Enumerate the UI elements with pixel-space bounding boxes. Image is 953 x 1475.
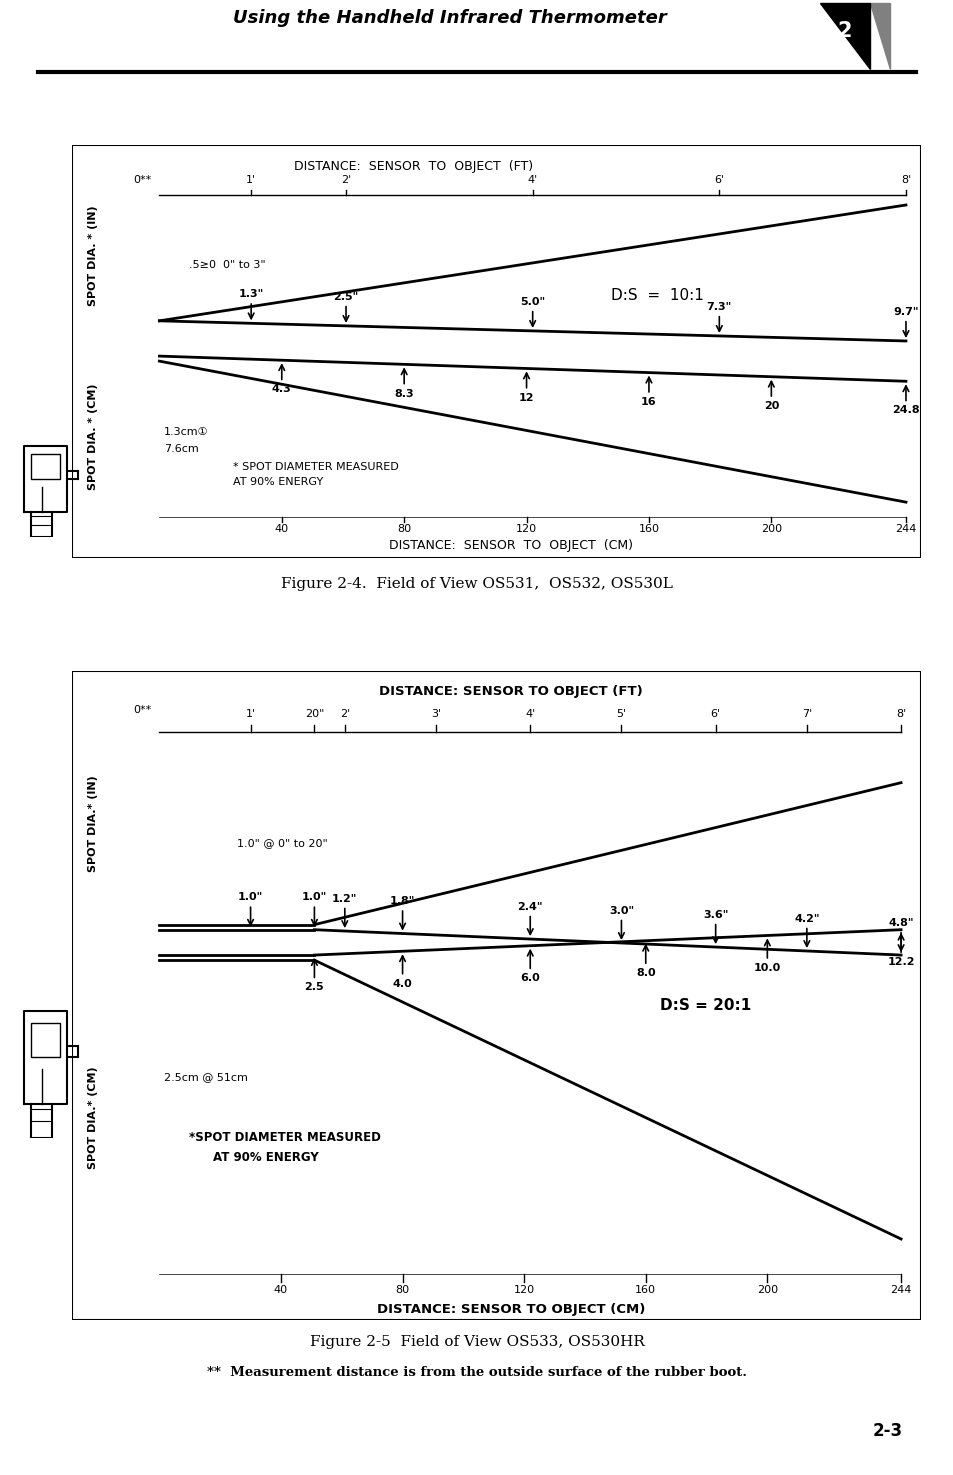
Text: 6': 6' [710, 708, 720, 718]
Text: 120: 120 [516, 524, 537, 534]
Text: 160: 160 [635, 1285, 656, 1295]
Text: D:S  =  10:1: D:S = 10:1 [610, 288, 702, 304]
Bar [30, 454, 59, 479]
Text: 5.0": 5.0" [519, 296, 545, 307]
Text: 6': 6' [714, 176, 723, 184]
Text: 20": 20" [304, 708, 324, 718]
Text: SPOT DIA. * (CM): SPOT DIA. * (CM) [88, 384, 98, 490]
Text: 3.0": 3.0" [608, 906, 634, 916]
Text: 40: 40 [274, 1285, 288, 1295]
Text: 1': 1' [245, 708, 255, 718]
Text: D:S = 20:1: D:S = 20:1 [659, 999, 751, 1013]
Text: SPOT DIA. * (IN): SPOT DIA. * (IN) [88, 205, 98, 305]
Text: 2': 2' [339, 708, 350, 718]
Text: 7.6cm: 7.6cm [164, 444, 199, 454]
Text: 16: 16 [640, 397, 656, 407]
Text: 8': 8' [895, 708, 905, 718]
Text: 244: 244 [894, 524, 916, 534]
Text: 200: 200 [760, 524, 781, 534]
Text: 2.4": 2.4" [517, 901, 542, 912]
Text: SPOT DIA.* (CM): SPOT DIA.* (CM) [88, 1066, 98, 1168]
Text: Figure 2-4.  Field of View OS531,  OS532, OS530L: Figure 2-4. Field of View OS531, OS532, … [281, 577, 672, 591]
Text: 24.8: 24.8 [891, 406, 919, 416]
Text: 160: 160 [638, 524, 659, 534]
Text: 2.5: 2.5 [304, 982, 324, 993]
Text: 80: 80 [396, 524, 411, 534]
Text: DISTANCE: SENSOR TO OBJECT (CM): DISTANCE: SENSOR TO OBJECT (CM) [376, 1304, 644, 1317]
Text: 7': 7' [801, 708, 811, 718]
Text: SPOT DIA.* (IN): SPOT DIA.* (IN) [88, 774, 98, 872]
Text: * SPOT DIAMETER MEASURED: * SPOT DIAMETER MEASURED [233, 462, 398, 472]
Text: 2-3: 2-3 [871, 1422, 902, 1440]
Text: 8.0: 8.0 [636, 968, 655, 978]
Text: AT 90% ENERGY: AT 90% ENERGY [213, 1152, 318, 1164]
Text: 8.3: 8.3 [394, 388, 414, 398]
Text: 4': 4' [527, 176, 537, 184]
Text: 3': 3' [431, 708, 440, 718]
Text: 1.8": 1.8" [390, 897, 415, 906]
Text: 12: 12 [518, 392, 534, 403]
Text: 244: 244 [889, 1285, 911, 1295]
Text: 1.0" @ 0" to 20": 1.0" @ 0" to 20" [237, 838, 328, 848]
Text: DISTANCE: SENSOR TO OBJECT (FT): DISTANCE: SENSOR TO OBJECT (FT) [378, 684, 642, 698]
Text: 1.0": 1.0" [301, 892, 327, 903]
Text: 40: 40 [274, 524, 289, 534]
Text: 4.8": 4.8" [887, 917, 913, 928]
Text: 1': 1' [246, 176, 256, 184]
Text: 1.3": 1.3" [238, 289, 264, 299]
Text: 3.6": 3.6" [702, 910, 727, 920]
Text: 4': 4' [524, 708, 535, 718]
Text: 200: 200 [756, 1285, 777, 1295]
Bar [30, 1022, 59, 1058]
Text: 2: 2 [837, 21, 851, 41]
Polygon shape [820, 3, 869, 69]
Text: 2': 2' [340, 176, 351, 184]
Text: AT 90% ENERGY: AT 90% ENERGY [233, 476, 322, 487]
Text: *SPOT DIAMETER MEASURED: *SPOT DIAMETER MEASURED [189, 1131, 380, 1145]
Text: 120: 120 [513, 1285, 535, 1295]
Text: 80: 80 [395, 1285, 409, 1295]
Text: DISTANCE:  SENSOR  TO  OBJECT  (CM): DISTANCE: SENSOR TO OBJECT (CM) [388, 538, 632, 552]
Text: 5': 5' [616, 708, 626, 718]
Text: 7.3": 7.3" [706, 302, 731, 311]
Text: Using the Handheld Infrared Thermometer: Using the Handheld Infrared Thermometer [233, 9, 666, 28]
Text: .5≥0  0" to 3": .5≥0 0" to 3" [189, 261, 265, 270]
Text: **  Measurement distance is from the outside surface of the rubber boot.: ** Measurement distance is from the outs… [207, 1366, 746, 1379]
Text: 4.2": 4.2" [793, 913, 819, 923]
Text: 6.0: 6.0 [519, 974, 539, 984]
Text: 0**: 0** [133, 705, 152, 715]
Text: 4.0: 4.0 [393, 978, 412, 988]
Text: Figure 2-5  Field of View OS533, OS530HR: Figure 2-5 Field of View OS533, OS530HR [309, 1335, 644, 1348]
Text: 8': 8' [900, 176, 910, 184]
Text: 2.5cm @ 51cm: 2.5cm @ 51cm [164, 1072, 248, 1081]
Text: 1.3cm①: 1.3cm① [164, 426, 209, 437]
Text: 10.0: 10.0 [753, 963, 781, 974]
Text: 1.0": 1.0" [237, 892, 263, 903]
Text: 0**: 0** [133, 176, 152, 184]
Text: 12.2: 12.2 [886, 957, 914, 968]
Text: 20: 20 [762, 401, 779, 412]
Text: DISTANCE:  SENSOR  TO  OBJECT  (FT): DISTANCE: SENSOR TO OBJECT (FT) [294, 161, 532, 173]
Text: 1.2": 1.2" [332, 894, 357, 904]
Text: 9.7": 9.7" [892, 307, 918, 317]
Text: 4.3: 4.3 [272, 385, 292, 394]
Polygon shape [869, 3, 889, 69]
Text: 2.5": 2.5" [333, 292, 358, 302]
